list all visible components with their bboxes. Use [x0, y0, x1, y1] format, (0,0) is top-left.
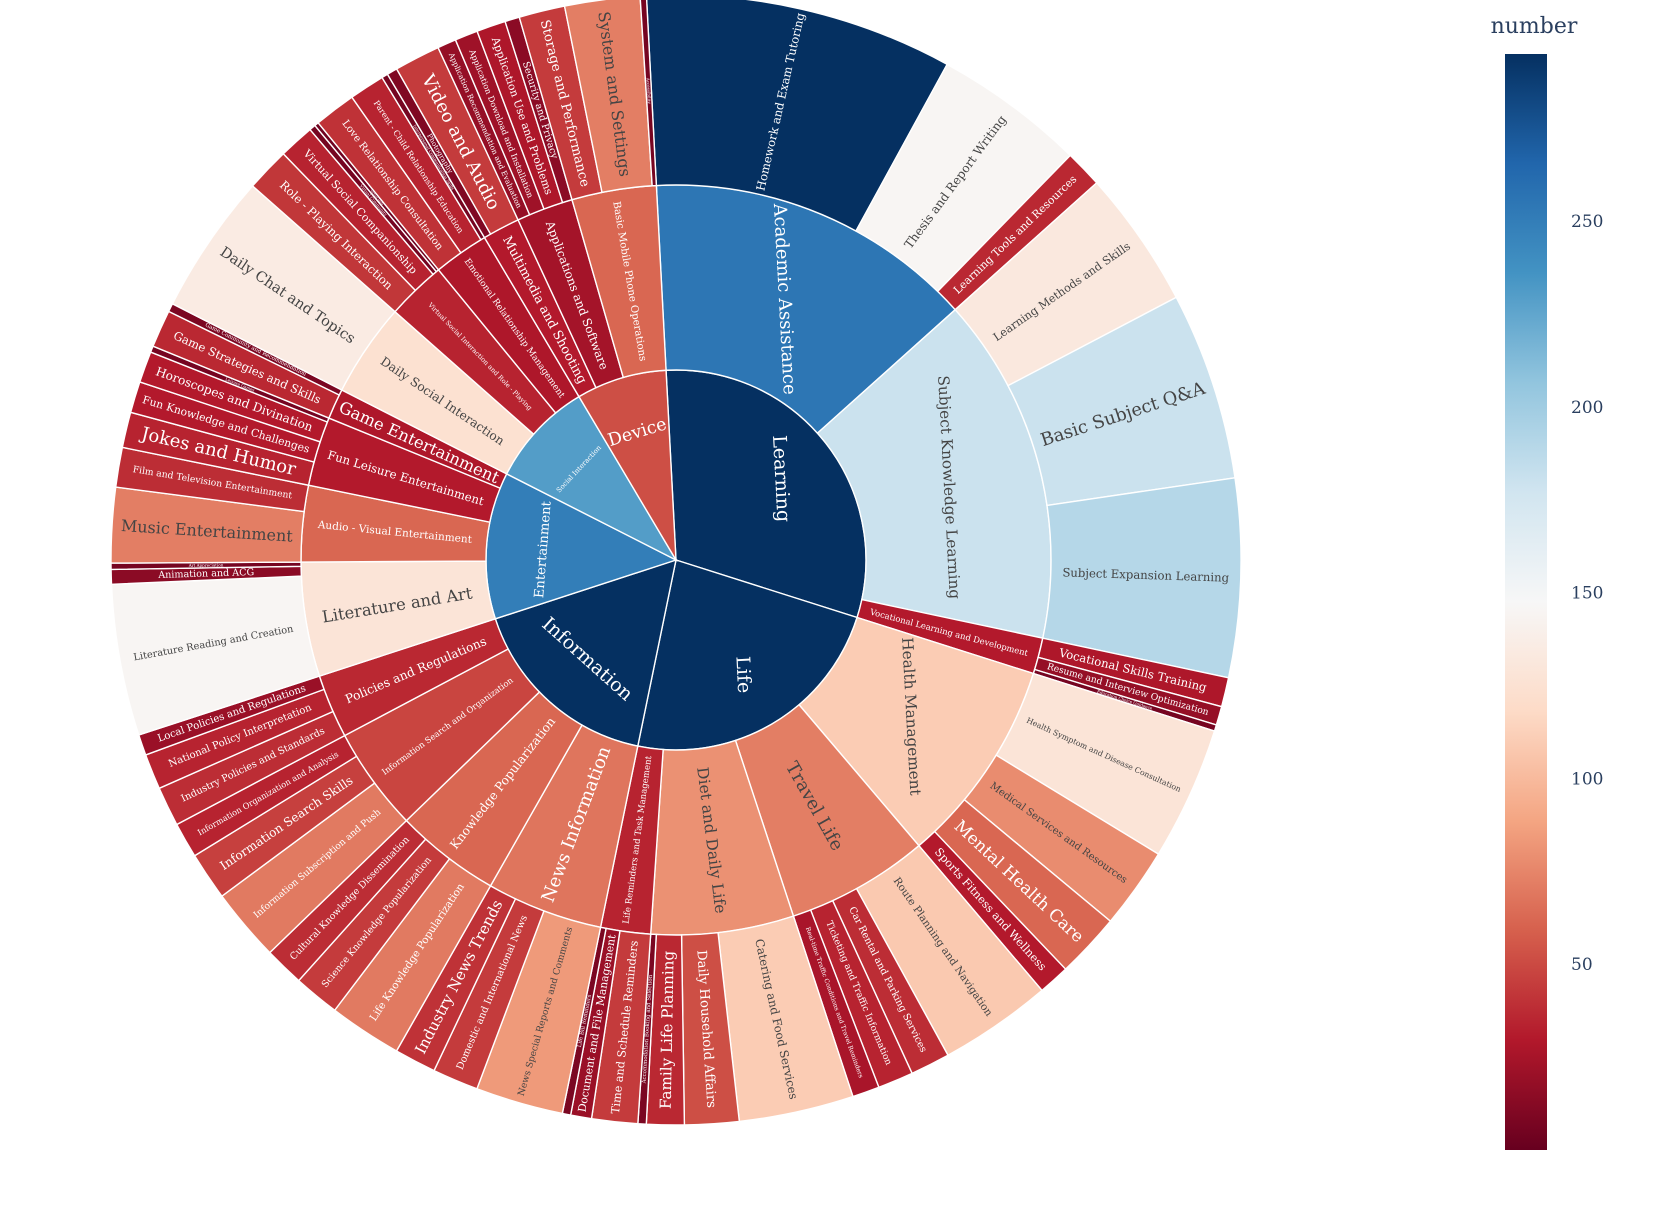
colorbar-tick: 50	[1571, 955, 1593, 975]
label-accessibility: Accessibility	[645, 77, 652, 105]
label-animation-and-acg: Animation and ACG	[157, 567, 254, 581]
label-art-appreciation: Art Appreciation	[188, 563, 224, 568]
label-subject-expansion-learning: Subject Expansion Learning	[1062, 565, 1230, 584]
segment-accessibility[interactable]	[639, 0, 658, 187]
colorbar-ticks: 50 100 150 200 250	[1571, 212, 1603, 975]
colorbar-tick: 200	[1571, 398, 1603, 418]
label-life: Life	[731, 656, 755, 694]
colorbar-tick: 250	[1571, 212, 1603, 232]
colorbar-tick: 150	[1571, 584, 1603, 604]
colorbar-tick: 100	[1571, 769, 1603, 789]
label-learning: Learning	[768, 435, 795, 523]
colorbar: number 50 100 150 200 250	[1491, 14, 1603, 1150]
label-family-life-planning: Family Life Planning	[657, 950, 678, 1109]
colorbar-title: number	[1491, 14, 1578, 39]
sunburst-rings	[110, 0, 1242, 1126]
colorbar-gradient	[1505, 54, 1547, 1150]
